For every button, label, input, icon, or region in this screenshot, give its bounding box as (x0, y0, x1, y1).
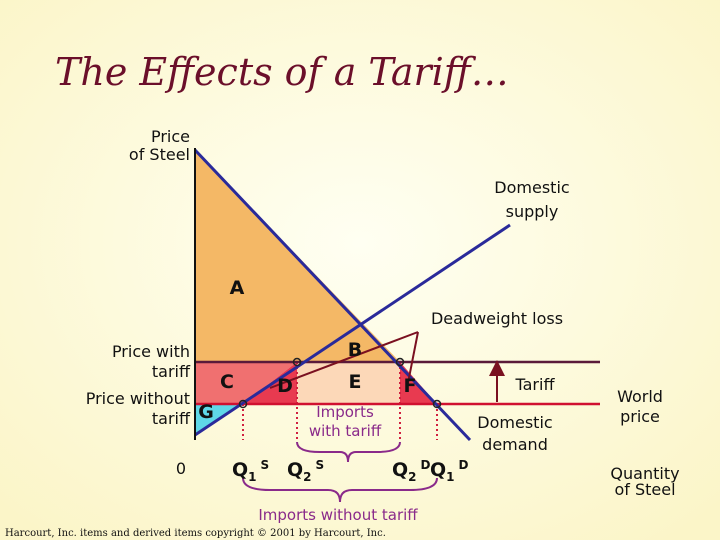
quantity-base: Q (287, 459, 303, 481)
quantity-guides (242, 362, 438, 440)
price-without-tariff-label: Price without tariff (86, 389, 191, 428)
dwl-label: Deadweight loss (431, 309, 563, 328)
points (238, 357, 442, 409)
quantity-sup: S (261, 458, 270, 472)
tariff-label: Tariff (515, 375, 556, 394)
origin-label: 0 (176, 459, 186, 478)
price-with-tariff-label: Price with tariff (112, 342, 191, 381)
demand-label: Domestic demand (477, 413, 552, 454)
quantity-label: Q2S (287, 458, 324, 484)
area-label: B (348, 339, 362, 361)
quantity-axis-label: Quantity of Steel (610, 464, 679, 499)
quantity-sup: D (421, 458, 431, 472)
area-label: F (404, 375, 417, 397)
quantity-sub: 1 (446, 470, 454, 484)
quantity-sup: D (459, 458, 469, 472)
quantity-base: Q (392, 459, 408, 481)
area-label: D (277, 375, 293, 397)
area-label: E (349, 371, 362, 393)
imports-without-tariff-label: Imports without tariff (258, 506, 418, 524)
quantity-sup: S (316, 458, 325, 472)
brace-without-tariff (242, 477, 438, 503)
quantity-sub: 2 (408, 470, 416, 484)
quantity-label: Q2D (392, 458, 431, 484)
quantity-sub: 1 (248, 470, 256, 484)
quantity-base: Q (232, 459, 248, 481)
quantity-labels: Q1S Q2S Q2D Q1D (232, 458, 469, 484)
quantity-sub: 2 (303, 470, 311, 484)
price-axis-label: Price of Steel (129, 127, 190, 164)
demand-curve (193, 148, 472, 442)
footer: Harcourt, Inc. items and derived items c… (5, 528, 386, 539)
world-price-label: World price (617, 387, 663, 426)
quantity-base: Q (430, 459, 446, 481)
imports-with-tariff-label: Imports with tariff (309, 403, 382, 440)
quantity-label: Q1D (430, 458, 469, 484)
dwl-arrow (269, 331, 419, 389)
title: The Effects of a Tariff… (55, 50, 509, 94)
area-label: A (230, 277, 245, 299)
brace-with-tariff (296, 441, 401, 463)
quantity-label: Q1S (232, 458, 269, 484)
area-label: C (220, 371, 234, 393)
area-label: G (198, 401, 214, 423)
supply-label: Domestic supply (494, 178, 569, 221)
supply-curve (194, 223, 511, 437)
area-c (195, 362, 297, 404)
dwl-arrow (406, 331, 419, 389)
area-e (297, 362, 400, 404)
